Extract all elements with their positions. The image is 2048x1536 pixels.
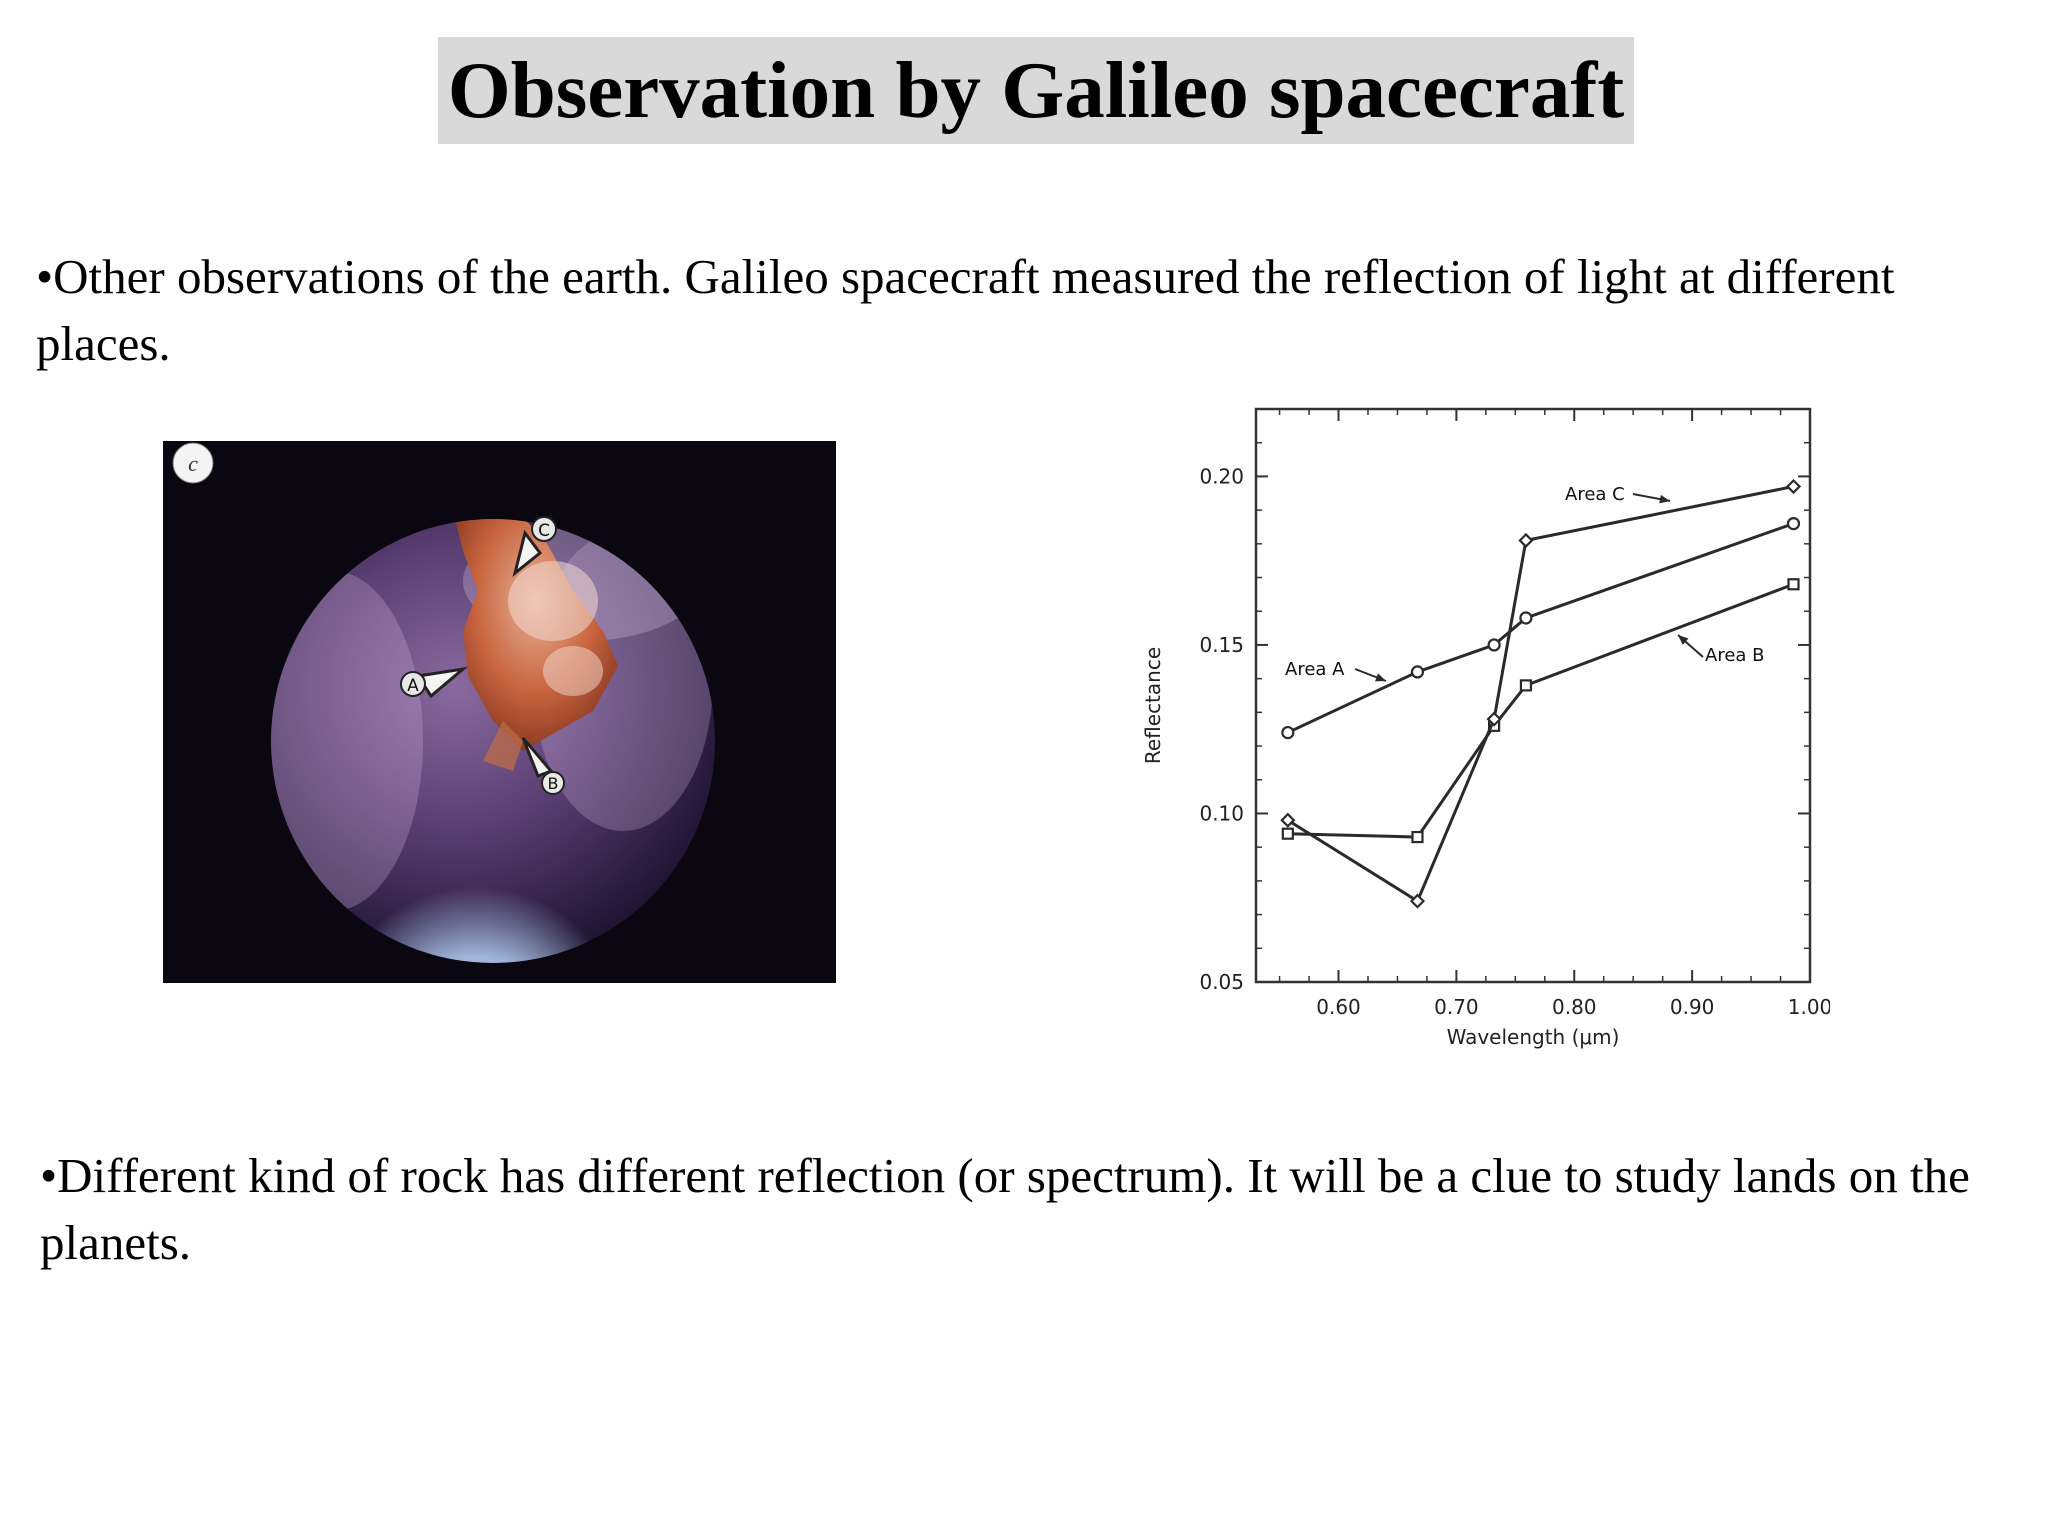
annotation-arrow-area-a-head [1375, 673, 1386, 682]
data-point-area-c [1785, 478, 1802, 495]
slide-title: Observation by Galileo spacecraft [438, 37, 1634, 144]
x-tick-label: 0.90 [1670, 995, 1715, 1019]
marker-c-label: C [538, 521, 550, 541]
annotation-arrow-area-c-head [1659, 494, 1670, 504]
y-axis-label: Reflectance [1141, 647, 1165, 764]
data-point-area-a [1410, 665, 1425, 679]
annotation-arrow-area-b-head [1678, 635, 1689, 645]
series-layer [1280, 478, 1802, 909]
x-tick-label: 0.60 [1316, 995, 1361, 1019]
data-point-area-c [1486, 711, 1502, 727]
data-point-area-c [1518, 532, 1534, 549]
annotation-area-a: Area A [1285, 659, 1345, 680]
x-axis-label: Wavelength (μm) [1447, 1025, 1620, 1049]
data-point-area-a [1487, 638, 1501, 652]
x-axis-ticks: 0.60 0.70 0.80 0.90 1.00 [1278, 409, 1830, 1019]
x-tick-label: 1.00 [1788, 995, 1830, 1019]
data-point-area-a [1281, 725, 1295, 740]
data-point-area-c [1280, 812, 1296, 828]
marker-b-label: B [548, 774, 559, 793]
x-tick-label: 0.70 [1434, 995, 1479, 1019]
annotation-area-c: Area C [1565, 484, 1625, 505]
marker-b-arrow-icon [521, 737, 554, 778]
data-point-area-b [1519, 679, 1533, 692]
plot-frame [1254, 407, 1812, 984]
reflectance-chart: 0.05 0.10 0.15 0.20 0.60 0.70 0.80 0.90 1.00 Ar… [1130, 395, 1830, 1065]
marker-c-arrow-icon [512, 529, 543, 577]
earth-photo: c C A B [163, 441, 836, 983]
plot-area [1254, 407, 1812, 984]
data-point-area-c [1409, 893, 1426, 909]
data-point-area-b [1787, 578, 1800, 591]
y-tick-label: 0.05 [1199, 970, 1244, 994]
x-tick-label: 0.80 [1552, 995, 1597, 1019]
data-point-area-a [1519, 611, 1533, 625]
y-axis-ticks: 0.05 0.10 0.15 0.20 [1199, 408, 1810, 994]
data-point-area-b [1411, 830, 1424, 844]
bullet-text-rock-reflection: •Different kind of rock has different re… [40, 1148, 1970, 1270]
marker-a-label: A [407, 676, 419, 696]
y-tick-label: 0.10 [1199, 801, 1244, 825]
data-point-area-b [1281, 827, 1294, 840]
y-tick-label: 0.15 [1199, 633, 1244, 657]
annotation-area-b: Area B [1705, 645, 1765, 666]
photo-panel-label: c [188, 451, 198, 476]
y-tick-label: 0.20 [1199, 464, 1244, 488]
annotation-layer: Area A Area B Area C [1285, 484, 1765, 682]
data-point-area-a [1786, 517, 1801, 531]
bullet-text-observations: •Other observations of the earth. Galile… [36, 249, 1895, 371]
